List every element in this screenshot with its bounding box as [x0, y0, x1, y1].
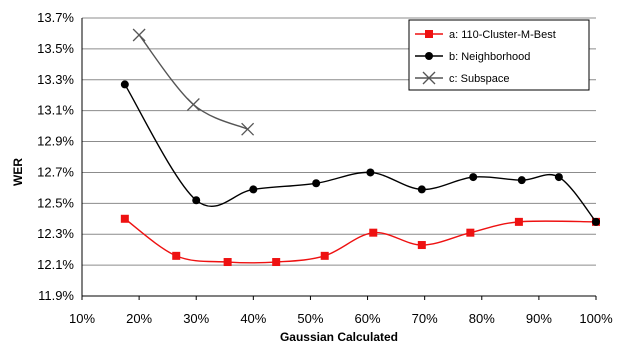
data-point-circle [469, 173, 478, 182]
data-point-square [223, 258, 232, 267]
y-tick-label: 13.5% [37, 41, 74, 56]
legend-entry: a: 110-Cluster-M-Best [415, 29, 556, 41]
data-point-square [417, 241, 426, 250]
data-point-circle [425, 52, 433, 60]
data-point-x-stroke [422, 71, 436, 85]
series-2 [120, 80, 600, 226]
x-tick-label: 100% [579, 311, 613, 326]
x-tick-label: 80% [469, 311, 495, 326]
data-point-square [466, 228, 475, 237]
y-tick-label: 12.3% [37, 226, 74, 241]
data-point-x-stroke [186, 98, 200, 111]
x-axis-title: Gaussian Calculated [280, 330, 398, 343]
data-point-x-stroke [132, 28, 146, 42]
y-axis-title: WER [11, 158, 25, 186]
data-point-square [272, 258, 281, 267]
series-line [124, 218, 597, 264]
data-point-square [514, 217, 523, 226]
data-point-square [369, 228, 378, 237]
data-point-square [425, 30, 433, 38]
legend-label: a: 110-Cluster-M-Best [449, 29, 556, 41]
data-point-circle [120, 80, 129, 89]
y-tick-label: 13.7% [37, 10, 74, 25]
y-tick-label: 12.9% [37, 134, 74, 149]
legend-label: b: Neighborhood [449, 51, 530, 63]
series-1 [120, 214, 600, 267]
data-point-circle [592, 217, 600, 226]
legend-label: c: Subspace [449, 73, 510, 85]
y-tick-label: 13.1% [37, 103, 74, 118]
x-tick-label: 30% [183, 311, 209, 326]
data-point-square [120, 214, 129, 223]
legend: a: 110-Cluster-M-Best b: Neighborhood c: S… [408, 19, 590, 91]
x-tick-label: 70% [412, 311, 438, 326]
axes [81, 18, 597, 300]
x-tick-label: 50% [297, 311, 323, 326]
data-point-circle [517, 176, 526, 185]
data-point-circle [417, 185, 426, 194]
data-point-x-stroke [241, 122, 255, 136]
y-tick-label: 12.5% [37, 195, 74, 210]
series-line [124, 84, 597, 223]
legend-entry: b: Neighborhood [415, 51, 530, 63]
data-point-x [132, 28, 146, 42]
data-point-x [422, 71, 436, 85]
x-tick-label: 10% [69, 311, 95, 326]
x-tick-label: 40% [240, 311, 266, 326]
tick-labels: 11.9% 12.1% 12.3% 12.5% 12.7% 12.9% 13.1% 13.3%… [37, 10, 613, 326]
data-point-square [320, 251, 329, 260]
data-point-x [186, 98, 200, 111]
y-tick-label: 12.7% [37, 164, 74, 179]
x-tick-label: 60% [355, 311, 381, 326]
data-point-circle [192, 196, 201, 205]
y-tick-label: 12.1% [37, 257, 74, 272]
x-tick-label: 90% [526, 311, 552, 326]
data-point-x [241, 122, 255, 136]
x-tick-label: 20% [126, 311, 152, 326]
series-layer [120, 28, 600, 267]
series-3 [132, 28, 255, 136]
data-point-circle [312, 179, 321, 188]
y-tick-label: 13.3% [37, 72, 74, 87]
data-point-circle [249, 185, 258, 194]
legend-entry: c: Subspace [415, 71, 510, 85]
data-point-circle [366, 168, 375, 177]
gridlines [82, 17, 596, 297]
data-point-circle [554, 173, 563, 182]
y-tick-label: 11.9% [38, 288, 74, 303]
data-point-square [172, 251, 181, 260]
